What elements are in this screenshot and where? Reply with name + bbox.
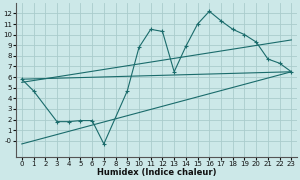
X-axis label: Humidex (Indice chaleur): Humidex (Indice chaleur) — [97, 168, 216, 177]
